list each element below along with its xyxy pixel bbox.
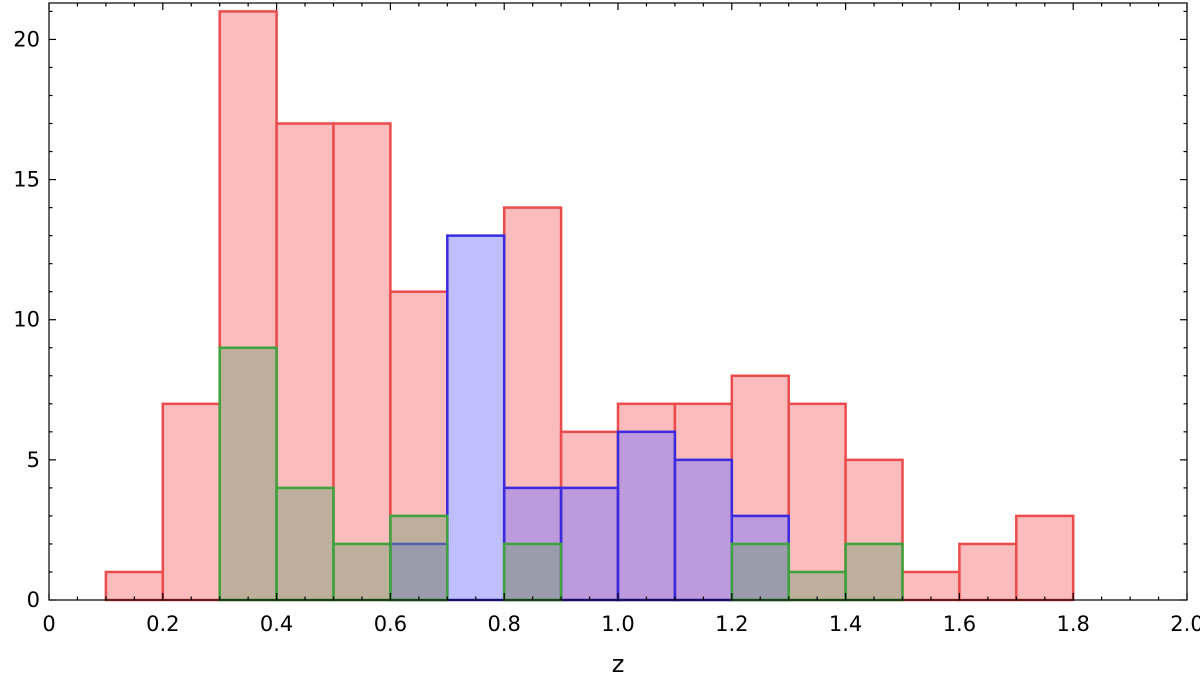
x-tick-label: 0 [42, 612, 55, 636]
bar-series-2-bin-5 [389, 514, 449, 602]
bar-series-1-bin-10 [673, 458, 734, 602]
x-tick-label: 1.4 [829, 612, 862, 636]
x-tick-label: 0.6 [374, 612, 407, 636]
x-tick-label: 0.4 [260, 612, 293, 636]
bar-series-0-bin-4 [332, 122, 392, 602]
bar-series-0-bin-16 [1015, 514, 1075, 602]
bar-series-0-bin-12 [787, 402, 847, 602]
bar-series-1-bin-9 [616, 430, 677, 602]
y-tick-label: 15 [13, 168, 40, 192]
x-tick-label: 1.2 [715, 612, 748, 636]
x-tick-label: 1.0 [601, 612, 634, 636]
bar-series-1-bin-6 [446, 234, 506, 602]
bar-series-0-bin-0 [104, 570, 165, 602]
bar-series-2-bin-12 [787, 570, 847, 602]
x-tick-label: 1.6 [943, 612, 976, 636]
bar-series-0-bin-15 [958, 542, 1018, 602]
bar-series-2-bin-2 [218, 346, 278, 602]
series-2 [218, 346, 904, 602]
y-tick-label: 10 [13, 308, 40, 332]
x-tick-label: 1.8 [1056, 612, 1089, 636]
bar-series-1-bin-8 [559, 486, 620, 602]
x-tick-label: 2.0 [1170, 612, 1200, 636]
x-tick-label: 0.8 [487, 612, 520, 636]
bar-series-0-bin-1 [161, 402, 221, 602]
histogram-bars [104, 10, 1075, 602]
bar-series-2-bin-13 [844, 542, 904, 602]
bar-series-2-bin-7 [502, 542, 563, 602]
bar-series-0-bin-14 [901, 570, 961, 602]
tick-labels: 0 0.2 0.4 0.6 0.8 1.0 1.2 1.4 1.6 1.8 2.0 0 5 10 15 20 [13, 27, 1200, 636]
y-tick-label: 5 [27, 448, 40, 472]
y-tick-label: 0 [27, 588, 40, 612]
series-0 [104, 10, 1075, 602]
bar-series-2-bin-3 [275, 486, 335, 602]
bar-series-1-bin-11 [730, 514, 790, 602]
series-1 [389, 234, 790, 602]
y-tick-label: 20 [13, 27, 40, 51]
x-tick-label: 0.2 [146, 612, 179, 636]
x-axis-label: z [612, 650, 625, 678]
bar-series-0-bin-5 [389, 290, 449, 602]
axis-ticks [48, 3, 1188, 601]
bar-series-2-bin-11 [730, 542, 790, 602]
bar-series-2-bin-4 [332, 542, 392, 602]
